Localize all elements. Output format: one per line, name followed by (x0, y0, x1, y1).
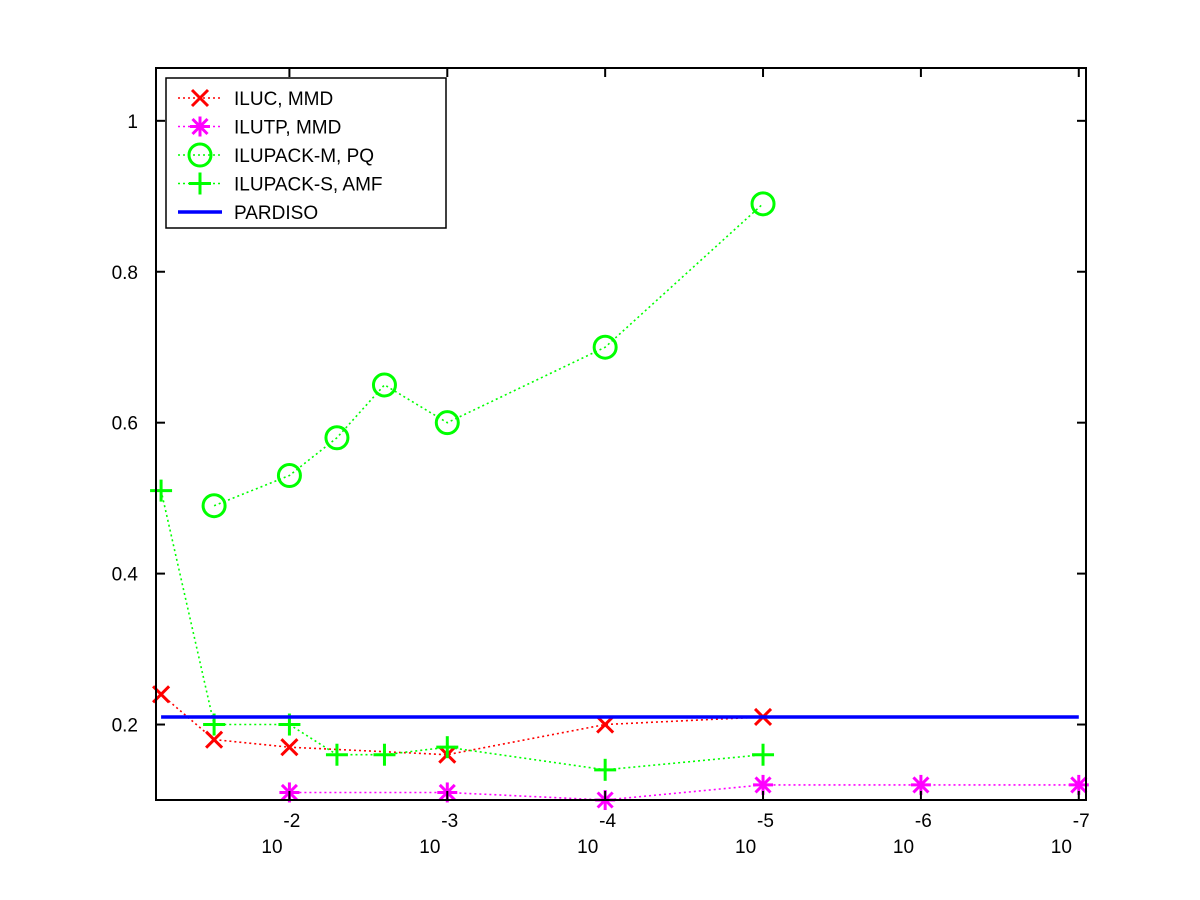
legend-item: ILUPACK-S, AMF (178, 172, 383, 196)
data-point-stroke (592, 334, 618, 360)
series-line (213, 203, 764, 507)
x-tick-label-base: 10 (577, 837, 598, 858)
data-point (205, 730, 224, 749)
x-tick-label-base: 10 (893, 837, 914, 858)
legend-box (165, 77, 447, 229)
data-point (750, 191, 776, 217)
legend-item: ILUPACK-M, PQ (178, 142, 374, 168)
data-point (371, 372, 397, 398)
series-4 (150, 479, 775, 781)
legend-label: PARDISO (234, 203, 318, 224)
data-point-stroke (1070, 776, 1088, 794)
x-tick-label-exponent: -3 (441, 811, 458, 832)
data-point-stroke (371, 372, 397, 398)
legend-label: ILUPACK-S, AMF (234, 175, 383, 196)
data-point (150, 479, 173, 502)
data-point-stroke (276, 463, 302, 489)
data-point (436, 736, 459, 759)
legend-marker (190, 116, 210, 137)
x-tick-label-exponent: -2 (283, 811, 300, 832)
data-point-stroke (280, 738, 299, 757)
legend-marker (190, 88, 210, 108)
data-point (201, 493, 227, 519)
series-layer (150, 191, 1089, 810)
series-line (160, 693, 764, 756)
data-point-stroke (754, 776, 772, 794)
legend-marker (187, 142, 213, 168)
x-tick-label-base: 10 (1051, 837, 1072, 858)
legend-marker-stroke (187, 142, 213, 168)
y-tick-label: 0.6 (112, 414, 138, 435)
data-point (752, 743, 775, 766)
y-tick-label: 0.2 (112, 716, 138, 737)
data-point (434, 410, 460, 436)
legend-label: ILUPACK-M, PQ (234, 146, 374, 167)
data-point-stroke (750, 191, 776, 217)
legend-label: ILUTP, MMD (234, 118, 341, 139)
data-point (594, 758, 617, 781)
legend-marker-stroke (191, 117, 209, 136)
axes-frame (155, 67, 1087, 801)
data-point (276, 463, 302, 489)
data-point (280, 738, 299, 757)
legend-marker (189, 172, 211, 195)
y-tick-label: 0.4 (112, 565, 139, 586)
legend-label: ILUC, MMD (234, 89, 333, 110)
data-point-stroke (201, 493, 227, 519)
x-tick-label-base: 10 (261, 837, 282, 858)
x-tick-label-exponent: -6 (915, 811, 932, 832)
legend-item: PARDISO (178, 203, 318, 224)
data-point-stroke (434, 410, 460, 436)
legend-item: ILUTP, MMD (178, 116, 341, 139)
data-point-stroke (596, 715, 615, 734)
legend-item: ILUC, MMD (178, 88, 333, 110)
x-tick-label-exponent: -5 (757, 811, 774, 832)
x-tick-label-base: 10 (419, 837, 440, 858)
x-tick-label-exponent: -7 (1073, 811, 1090, 832)
data-point-stroke (912, 776, 930, 794)
series-line (160, 490, 764, 771)
y-tick-label: 0.8 (112, 263, 138, 284)
data-point-stroke (324, 425, 350, 451)
data-point (592, 334, 618, 360)
legend: ILUC, MMD ILUTP, MMD ILUPACK-M, PQ ILUPACK-… (165, 77, 447, 229)
legend-marker-stroke (190, 88, 210, 108)
y-tick-label: 1 (127, 112, 138, 133)
series-line (289, 784, 1079, 801)
series-3 (201, 191, 776, 519)
data-point (596, 715, 615, 734)
x-tick-label-exponent: -4 (599, 811, 616, 832)
data-point (324, 425, 350, 451)
x-tick-label-base: 10 (735, 837, 756, 858)
data-point (373, 743, 396, 766)
data-point-stroke (205, 730, 224, 749)
data-point (325, 743, 348, 766)
